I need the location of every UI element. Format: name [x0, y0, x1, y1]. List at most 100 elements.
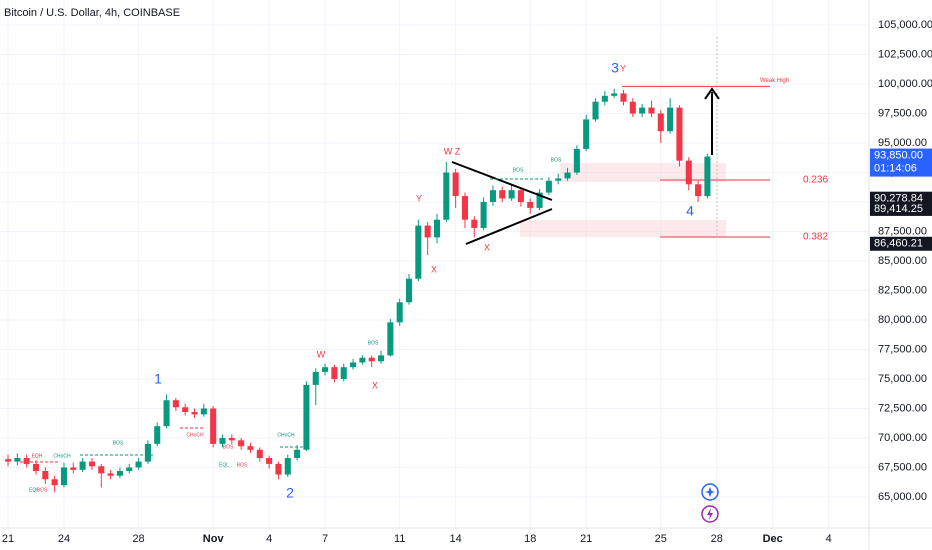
candle-body [508, 190, 515, 199]
candle [23, 454, 30, 468]
candle [573, 145, 580, 175]
candle-body [471, 219, 478, 228]
candle [433, 213, 441, 244]
candle [172, 397, 179, 411]
candle [396, 298, 403, 326]
candle-body [210, 408, 217, 444]
candle-body [284, 458, 291, 475]
annotation: CHoCH [53, 453, 71, 459]
candle [256, 447, 263, 462]
supply-zone [560, 163, 726, 182]
y-tick-label: 72,500.00 [878, 402, 927, 414]
candle-body [527, 201, 534, 208]
candle [517, 187, 524, 207]
candle-body [396, 302, 403, 323]
candle [508, 184, 515, 201]
candle-body [424, 225, 431, 238]
candle [620, 89, 627, 106]
candle-body [350, 362, 357, 368]
candle [452, 168, 459, 208]
candle [601, 91, 608, 106]
candle-body [4, 459, 12, 462]
annotation: BOS [37, 487, 48, 493]
candle-body [322, 367, 329, 372]
candle-body [163, 400, 170, 427]
x-tick-label: 4 [826, 533, 832, 545]
x-tick-label: 18 [524, 533, 536, 545]
candle-body [23, 458, 30, 464]
candle-body [545, 180, 552, 193]
candle [471, 216, 478, 238]
candle-body [51, 479, 58, 486]
candle-body [639, 107, 646, 114]
candle-body [489, 190, 496, 202]
candle [284, 454, 291, 477]
candle-body [676, 107, 683, 161]
candle-body [685, 160, 692, 185]
icon-button[interactable] [701, 505, 719, 523]
candle [200, 403, 207, 417]
candle-body [629, 101, 636, 114]
price-label-box [870, 201, 932, 216]
candle-body [667, 107, 674, 132]
candle [657, 109, 664, 144]
candle [667, 98, 674, 134]
candle [340, 363, 347, 382]
candle-body [135, 461, 142, 468]
annotation: BOS [223, 444, 234, 450]
candle-body [387, 322, 394, 356]
price-label: 90,278.84 [874, 193, 923, 205]
candle-body [256, 449, 263, 459]
candle [387, 318, 394, 357]
annotation: Y [620, 63, 626, 73]
annotation: CHoCH [186, 432, 204, 438]
candle [294, 445, 301, 461]
last-price-box [870, 148, 932, 177]
candle [144, 440, 151, 464]
y-tick-label: 100,000.00 [878, 78, 932, 90]
level-label: Weak High [760, 78, 789, 84]
x-tick-label: 4 [266, 533, 272, 545]
y-tick-label: 95,000.00 [878, 137, 927, 149]
candle [536, 189, 543, 211]
candle [210, 406, 217, 448]
y-tick-label: 97,500.00 [878, 107, 927, 119]
candle [116, 467, 123, 479]
candle-body [452, 172, 459, 197]
candle [480, 197, 487, 231]
candle-body [98, 466, 105, 474]
candle-body [443, 172, 450, 220]
candle [191, 408, 198, 418]
countdown-label: 01:14:06 [874, 162, 917, 174]
candle [4, 454, 12, 467]
candle-body [266, 458, 273, 464]
candle-body [228, 437, 235, 441]
candle-body [154, 426, 161, 444]
candle [695, 180, 702, 202]
annotation: BOS [237, 462, 248, 468]
candle-body [116, 471, 123, 476]
candle-body [70, 467, 77, 470]
candle-body [219, 437, 226, 444]
x-tick-label: 11 [394, 533, 405, 545]
candle-body [461, 196, 468, 220]
candle-body [517, 190, 524, 202]
candle [685, 157, 692, 191]
annotation: 2 [286, 485, 294, 501]
candle [368, 355, 375, 368]
x-tick-label: 21 [2, 533, 14, 545]
candle [42, 467, 49, 484]
level-label: 0.236 [803, 175, 828, 186]
candle-body [294, 449, 301, 459]
candle-body [433, 219, 441, 238]
icon-button[interactable] [701, 483, 719, 501]
candle [51, 475, 58, 493]
y-tick-label: 105,000.00 [878, 19, 932, 31]
candle [182, 403, 189, 416]
candle-body [42, 471, 49, 480]
candle [79, 458, 86, 473]
y-tick-label: 80,000.00 [878, 314, 927, 326]
annotation: W Z [444, 146, 461, 156]
level-label: 0.382 [803, 232, 828, 243]
